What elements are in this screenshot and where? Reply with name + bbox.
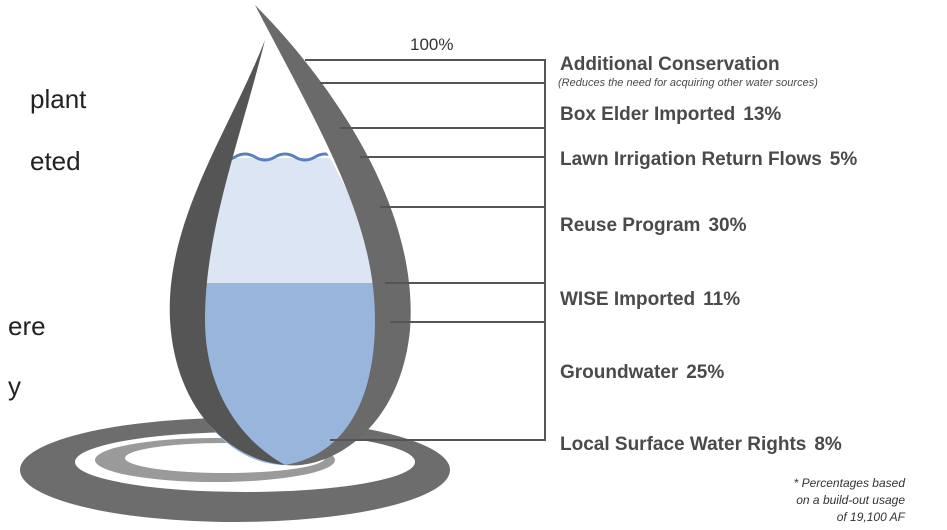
item-label: Local Surface Water Rights 8% (560, 434, 842, 455)
item-name: WISE Imported (560, 289, 695, 310)
item-label: Groundwater 25% (560, 362, 724, 383)
item-percent: 11% (703, 289, 740, 310)
footnote: of 19,100 AF (837, 510, 906, 524)
top-label: 100% (410, 35, 453, 54)
footnote: * Percentages based (794, 476, 906, 490)
item-label: Additional Conservation (560, 54, 780, 75)
side-text: eted (30, 146, 81, 176)
side-text: ere (8, 311, 46, 341)
item-percent: 8% (814, 434, 842, 455)
item-name: Box Elder Imported (560, 104, 735, 125)
item-percent: 13% (743, 104, 781, 125)
item-name: Groundwater (560, 362, 679, 383)
item-note: (Reduces the need for acquiring other wa… (558, 77, 818, 89)
drop (169, 5, 411, 466)
side-text: y (8, 371, 21, 401)
item-percent: 30% (708, 215, 746, 236)
item-label: Box Elder Imported 13% (560, 104, 781, 125)
item-percent: 5% (830, 149, 858, 170)
item-label: Lawn Irrigation Return Flows 5% (560, 149, 857, 170)
item-label: WISE Imported 11% (560, 289, 740, 310)
levels (305, 59, 546, 441)
item-name: Local Surface Water Rights (560, 434, 806, 455)
side-text: plant (30, 84, 87, 114)
item-name: Reuse Program (560, 215, 700, 236)
item-label: Reuse Program 30% (560, 215, 747, 236)
item-percent: 25% (686, 362, 724, 383)
footnote: on a build-out usage (796, 493, 905, 507)
item-name: Lawn Irrigation Return Flows (560, 149, 822, 170)
item-name: Additional Conservation (560, 54, 780, 75)
